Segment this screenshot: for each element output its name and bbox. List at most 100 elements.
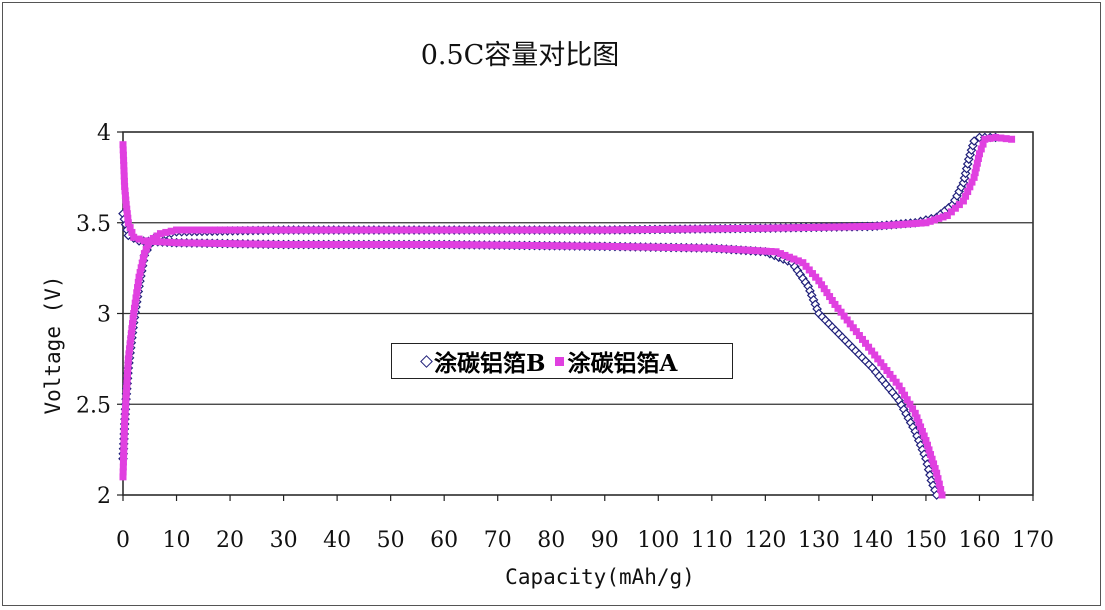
data-point (889, 374, 897, 382)
data-point (586, 242, 594, 250)
data-point (799, 259, 807, 267)
data-point (834, 304, 842, 312)
data-point (698, 244, 706, 252)
data-point (898, 220, 906, 228)
data-point (723, 245, 731, 253)
data-point (455, 226, 463, 234)
data-point (140, 237, 148, 245)
data-point (234, 226, 242, 234)
data-point (667, 243, 675, 251)
data-point (862, 339, 870, 347)
data-point (917, 423, 925, 431)
legend-entry-a: 涂碳铝箔A (555, 344, 677, 378)
data-point (888, 221, 896, 229)
data-point (460, 241, 468, 249)
data-point (229, 226, 237, 234)
data-point (203, 239, 211, 247)
data-point (790, 255, 798, 263)
data-point (691, 225, 699, 233)
data-point (746, 224, 754, 232)
data-point (188, 239, 196, 247)
data-point (682, 244, 690, 252)
data-point (156, 238, 164, 246)
data-point (350, 226, 358, 234)
data-point (733, 246, 741, 254)
data-point (531, 242, 539, 250)
data-point (877, 359, 885, 367)
data-point (838, 223, 846, 231)
data-point (586, 226, 594, 234)
data-point (435, 226, 443, 234)
data-point (772, 224, 780, 232)
data-point (828, 296, 836, 304)
data-point (931, 216, 939, 224)
data-point (120, 172, 128, 180)
x-tick-label: 50 (377, 528, 405, 553)
data-point (947, 208, 955, 216)
data-point (661, 225, 669, 233)
data-point (858, 223, 866, 231)
data-point (122, 196, 130, 204)
data-point (193, 226, 201, 234)
data-point (626, 226, 634, 234)
legend-entry-b: 涂碳铝箔B (420, 344, 545, 378)
data-point (868, 347, 876, 355)
data-point (742, 246, 750, 254)
data-point (621, 226, 629, 234)
y-axis-label: Voltage (V) (41, 275, 65, 414)
data-point (858, 335, 866, 343)
data-point (721, 225, 729, 233)
y-tick-label: 3 (97, 303, 111, 328)
data-point (300, 226, 308, 234)
data-point (823, 223, 831, 231)
data-point (1008, 135, 1016, 143)
data-point (681, 225, 689, 233)
data-point (641, 226, 649, 234)
data-point (556, 242, 564, 250)
data-point (300, 241, 308, 249)
data-point (224, 226, 232, 234)
data-point (134, 284, 142, 292)
data-point (120, 433, 128, 441)
data-point (330, 226, 338, 234)
data-point (121, 418, 129, 426)
data-point (873, 222, 881, 230)
data-point (500, 241, 508, 249)
data-point (959, 197, 967, 205)
data-point (274, 240, 282, 248)
x-tick-label: 0 (116, 528, 130, 553)
data-point (833, 223, 841, 231)
x-tick-label: 40 (323, 528, 351, 553)
data-point (274, 226, 282, 234)
data-point (962, 192, 970, 200)
data-point (920, 432, 928, 440)
data-point (475, 226, 483, 234)
data-point (510, 226, 518, 234)
data-point (596, 242, 604, 250)
data-point (151, 238, 159, 246)
data-point (144, 241, 152, 249)
data-point (656, 225, 664, 233)
data-point (525, 241, 533, 249)
data-point (203, 226, 211, 234)
data-point (244, 226, 252, 234)
data-point (178, 226, 186, 234)
data-point (370, 226, 378, 234)
data-point (846, 320, 854, 328)
data-point (120, 177, 128, 185)
data-point (173, 239, 181, 247)
data-point (973, 159, 981, 167)
data-point (571, 226, 579, 234)
data-point (927, 451, 935, 459)
data-point (415, 241, 423, 249)
data-point (843, 316, 851, 324)
data-point (430, 241, 438, 249)
data-point (777, 224, 785, 232)
data-point (485, 241, 493, 249)
data-point (445, 241, 453, 249)
data-point (355, 241, 363, 249)
data-point (971, 169, 979, 177)
data-point (802, 224, 810, 232)
data-point (280, 226, 288, 234)
data-point (495, 241, 503, 249)
